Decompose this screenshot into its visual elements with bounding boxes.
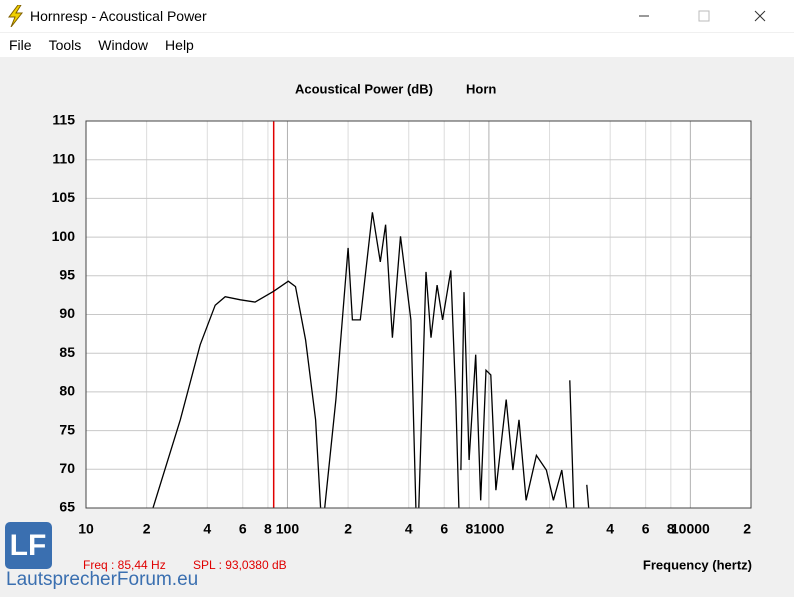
menu-item[interactable]: Tools — [48, 37, 82, 53]
x-tick-label: 1000 — [473, 521, 504, 537]
x-axis-label: Frequency (hertz) — [643, 557, 752, 572]
x-tick-label: 10 — [78, 521, 94, 537]
y-tick-label: 80 — [59, 383, 75, 399]
y-tick-label: 70 — [59, 460, 75, 476]
menu-bar: File Tools Window Help — [0, 33, 794, 57]
x-tick-label: 8 — [465, 521, 473, 537]
y-tick-label: 90 — [59, 305, 75, 321]
x-tick-label: 4 — [606, 521, 614, 537]
x-tick-label: 6 — [440, 521, 448, 537]
y-tick-label: 105 — [52, 189, 76, 205]
cursor-freq: Freq : 85,44 Hz — [83, 558, 166, 572]
chart-title: Acoustical Power (dB) — [295, 81, 433, 96]
x-tick-label: 2 — [344, 521, 352, 537]
plot-area — [86, 121, 751, 508]
x-tick-label: 4 — [405, 521, 413, 537]
title-bar: Hornresp - Acoustical Power — [0, 0, 794, 32]
menu-item[interactable]: Help — [165, 37, 194, 53]
x-tick-label: 100 — [276, 521, 300, 537]
app-icon — [8, 5, 24, 27]
menu-item[interactable]: File — [9, 37, 32, 53]
y-tick-label: 65 — [59, 499, 75, 515]
x-tick-label: 2 — [546, 521, 554, 537]
x-tick-label: 8 — [667, 521, 675, 537]
maximize[interactable] — [698, 10, 710, 22]
x-tick-label: 6 — [239, 521, 247, 537]
y-tick-label: 110 — [52, 150, 75, 166]
logo-text: LautsprecherForum.eu — [6, 569, 198, 590]
y-tick-label: 95 — [59, 267, 75, 283]
menu-item[interactable]: Window — [98, 37, 149, 53]
x-tick-label: 8 — [264, 521, 272, 537]
logo-box — [5, 522, 52, 569]
y-tick-label: 115 — [52, 112, 75, 128]
x-tick-label: 2 — [143, 521, 151, 537]
x-tick-label: 10000 — [671, 521, 710, 537]
plot-frame — [85, 120, 752, 509]
logo-mark: LF — [10, 529, 47, 562]
y-tick-label: 75 — [59, 421, 75, 437]
x-tick-label: 2 — [743, 521, 751, 537]
close[interactable] — [754, 10, 766, 22]
x-tick-label: 6 — [642, 521, 650, 537]
y-tick-label: 85 — [59, 344, 75, 360]
window-title: Hornresp - Acoustical Power — [30, 8, 207, 24]
curve — [152, 212, 590, 508]
window-controls — [639, 10, 766, 22]
x-tick-label: 4 — [203, 521, 211, 537]
chart-subtitle: Horn — [466, 81, 496, 96]
cursor-spl: SPL : 93,0380 dB — [193, 558, 287, 572]
y-tick-label: 100 — [52, 228, 76, 244]
